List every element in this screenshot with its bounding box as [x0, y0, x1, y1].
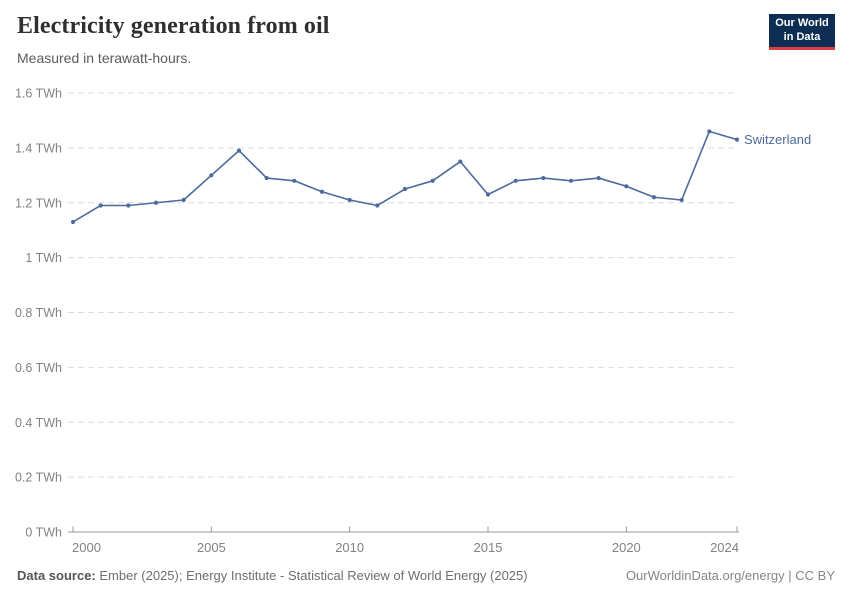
- data-point-2023[interactable]: [707, 129, 712, 134]
- entity-label-switzerland[interactable]: Switzerland: [744, 132, 811, 147]
- x-tick-label: 2020: [612, 540, 641, 555]
- y-tick-label: 0 TWh: [25, 526, 62, 540]
- data-point-2003[interactable]: [153, 200, 159, 205]
- data-source-text: Ember (2025); Energy Institute - Statist…: [99, 568, 528, 583]
- data-point-2010[interactable]: [347, 197, 352, 203]
- data-point-2017[interactable]: [541, 175, 546, 181]
- x-tick-label: 2015: [474, 540, 503, 555]
- logo-line2: in Data: [783, 30, 821, 43]
- y-tick-label: 1.2 TWh: [15, 196, 62, 210]
- data-point-2022[interactable]: [679, 197, 684, 203]
- y-tick-label: 0.8 TWh: [15, 306, 62, 320]
- data-point-2008[interactable]: [292, 178, 297, 183]
- data-point-2024[interactable]: [734, 137, 740, 142]
- y-tick-label: 0.2 TWh: [15, 471, 62, 485]
- line-chart[interactable]: 0 TWh 0.2 TWh 0.4 TWh 0.6 TWh 0.8 TWh 1 TWh 1.…: [0, 80, 850, 560]
- data-point-2014[interactable]: [458, 159, 463, 164]
- x-tick-label: 2000: [72, 540, 101, 555]
- series-line-switzerland: [72, 130, 738, 223]
- data-point-2005[interactable]: [209, 173, 214, 178]
- y-tick-label: 1.4 TWh: [15, 141, 62, 155]
- data-point-2015[interactable]: [485, 192, 491, 197]
- data-point-2004[interactable]: [181, 197, 186, 203]
- logo-line1: Our World: [775, 16, 829, 29]
- data-point-2012[interactable]: [402, 186, 408, 192]
- data-point-2016[interactable]: [513, 178, 518, 183]
- x-tick-label: 2010: [335, 540, 364, 555]
- data-point-2013[interactable]: [430, 178, 435, 183]
- data-source: Data source: Ember (2025); Energy Instit…: [17, 568, 528, 583]
- data-point-2011[interactable]: [375, 203, 380, 208]
- chart-subtitle: Measured in terawatt-hours.: [17, 50, 192, 66]
- chart-footer: Data source: Ember (2025); Energy Instit…: [17, 568, 835, 583]
- data-point-2021[interactable]: [651, 195, 657, 200]
- owid-logo[interactable]: Our World in Data: [769, 14, 835, 50]
- data-point-2018[interactable]: [568, 178, 574, 183]
- data-point-2002[interactable]: [126, 203, 131, 208]
- data-point-2006[interactable]: [236, 148, 242, 153]
- y-tick-label: 0.4 TWh: [15, 416, 62, 430]
- data-source-label: Data source:: [17, 568, 96, 583]
- data-point-2019[interactable]: [596, 175, 601, 181]
- y-tick-label: 1 TWh: [25, 251, 62, 265]
- x-tick-label: 2005: [197, 540, 226, 555]
- data-point-2009[interactable]: [319, 189, 325, 194]
- data-point-2000[interactable]: [70, 219, 76, 225]
- data-point-2007[interactable]: [264, 175, 269, 181]
- y-tick-label: 1.6 TWh: [15, 87, 62, 101]
- page-title: Electricity generation from oil: [17, 13, 330, 39]
- x-tick-label: 2024: [710, 540, 739, 555]
- data-point-2001[interactable]: [98, 203, 103, 208]
- footer-link[interactable]: OurWorldinData.org/energy | CC BY: [625, 568, 835, 583]
- data-point-2020[interactable]: [624, 184, 629, 189]
- y-tick-label: 0.6 TWh: [15, 361, 62, 375]
